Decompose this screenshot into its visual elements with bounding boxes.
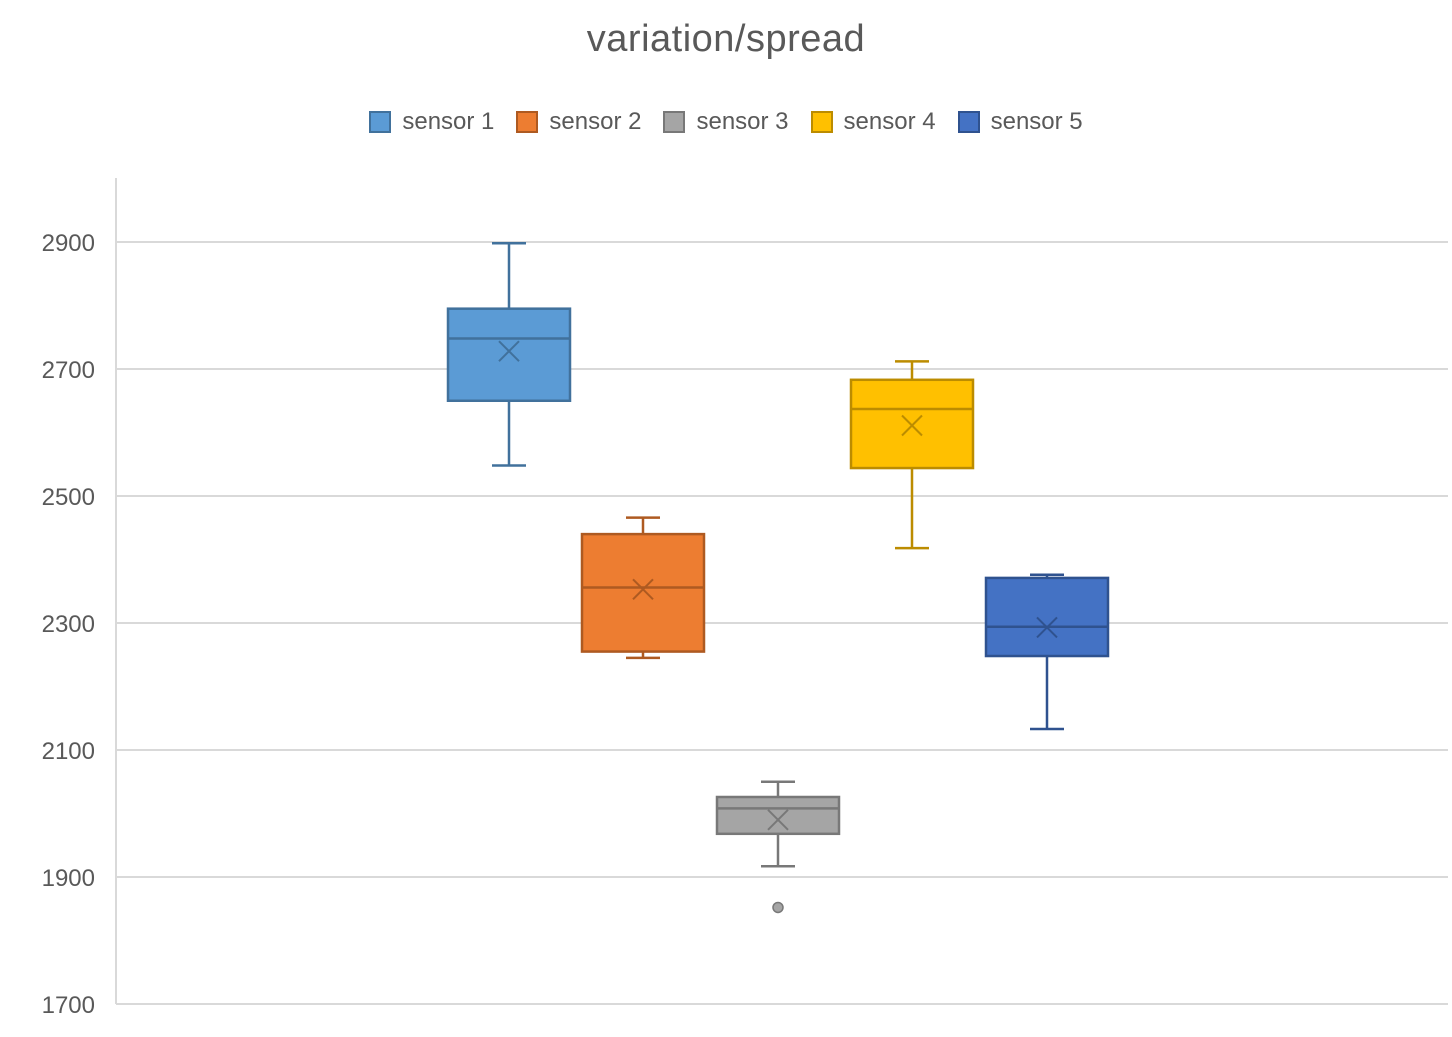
y-tick-label: 2500 xyxy=(42,484,95,511)
chart-title: variation/spread xyxy=(586,18,866,60)
legend-label: sensor 2 xyxy=(549,108,642,135)
sensor-1-box xyxy=(446,307,572,402)
sensor-2-box xyxy=(580,532,706,653)
legend-label: sensor 3 xyxy=(696,108,789,135)
y-tick-label: 2700 xyxy=(42,357,95,384)
sensor-5-box xyxy=(984,576,1110,658)
y-tick-label: 2300 xyxy=(42,611,95,638)
y-tick-label: 1900 xyxy=(42,865,95,892)
sensor-4-mean-marker xyxy=(901,414,923,437)
legend-swatch xyxy=(957,111,980,133)
legend-item-sensor-1: sensor 1 xyxy=(369,108,494,136)
sensor-2-mean-marker xyxy=(632,578,654,601)
legend-label: sensor 4 xyxy=(843,108,936,135)
sensor-3-mean-marker xyxy=(767,809,789,831)
legend-item-sensor-4: sensor 4 xyxy=(810,108,936,136)
sensor-5-mean-marker xyxy=(1036,616,1058,639)
y-tick-label: 1700 xyxy=(42,992,95,1019)
chart-legend: sensor 1 sensor 2 sensor 3 sensor 4 sensor 5 xyxy=(0,108,1452,136)
sensor-1-mean-marker xyxy=(498,340,520,362)
y-tick-label: 2100 xyxy=(42,738,95,765)
legend-swatch xyxy=(810,111,833,133)
legend-item-sensor-2: sensor 2 xyxy=(516,108,641,136)
sensor-3-box xyxy=(715,795,841,836)
legend-item-sensor-3: sensor 3 xyxy=(663,108,789,136)
sensor-3-outlier-point xyxy=(772,901,784,914)
legend-item-sensor-5: sensor 5 xyxy=(957,108,1083,136)
legend-label: sensor 5 xyxy=(990,108,1083,135)
y-tick-label: 2900 xyxy=(42,230,95,257)
legend-swatch xyxy=(663,111,686,133)
legend-swatch xyxy=(369,111,392,133)
legend-swatch xyxy=(516,111,539,133)
legend-label: sensor 1 xyxy=(402,108,495,135)
sensor-4-box xyxy=(849,378,975,470)
